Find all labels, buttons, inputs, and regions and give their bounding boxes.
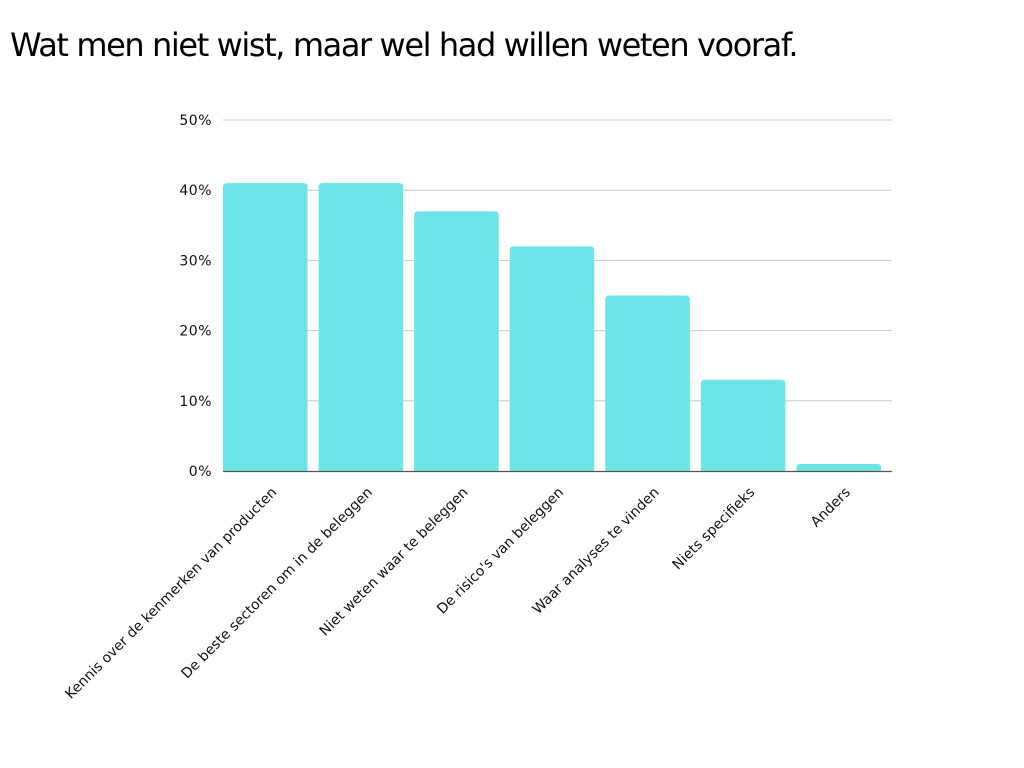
- category-label: Niets specifieks: [670, 485, 759, 574]
- bar: [318, 183, 404, 471]
- y-tick-label: 10%: [179, 394, 212, 410]
- y-tick-label: 30%: [179, 253, 212, 269]
- y-tick-label: 50%: [179, 113, 212, 129]
- category-label: De beste sectoren om in de beleggen: [178, 485, 376, 683]
- category-labels: Kennis over de kenmerken van productenDe…: [62, 485, 853, 703]
- bar: [700, 379, 786, 471]
- category-label: Anders: [808, 485, 854, 531]
- bar: [605, 295, 690, 471]
- y-tick-label: 20%: [179, 324, 212, 340]
- y-tick-label: 40%: [179, 183, 212, 199]
- bar: [796, 463, 881, 471]
- bar: [509, 246, 595, 471]
- category-label: Niet weten waar te beleggen: [317, 485, 472, 640]
- y-tick-label: 0%: [189, 464, 212, 480]
- y-tick-labels: 0% 10% 20% 30% 40% 50%: [179, 113, 212, 480]
- bar: [223, 183, 308, 471]
- bar: [414, 211, 499, 471]
- bars: [223, 183, 881, 471]
- chart-title: Wat men niet wist, maar wel had willen w…: [10, 26, 799, 64]
- category-label: Kennis over de kenmerken van producten: [62, 485, 280, 703]
